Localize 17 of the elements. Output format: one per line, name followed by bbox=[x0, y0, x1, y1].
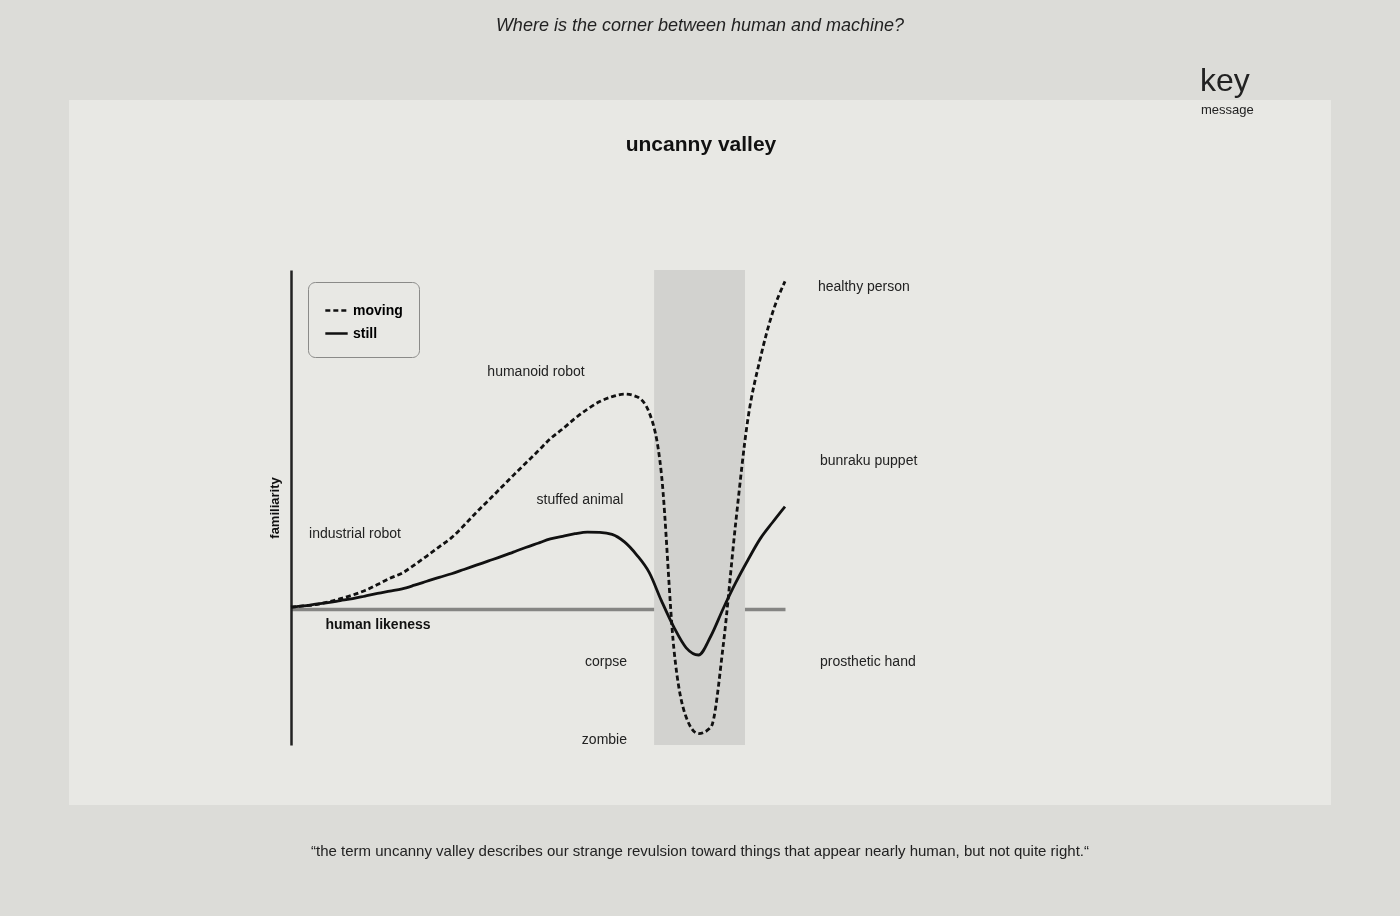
annotation: industrial robot bbox=[309, 525, 402, 541]
annotation: stuffed animal bbox=[536, 491, 624, 507]
annotation: corpse bbox=[584, 653, 628, 669]
text: “the term uncanny valley describes our strange revulsion toward things that appear nearly human, but not quite right.“ bbox=[310, 842, 1090, 859]
y-axis-title: familiarity bbox=[266, 476, 282, 539]
text: prosthetic hand bbox=[820, 653, 916, 669]
text: message bbox=[1201, 102, 1254, 117]
text: key bbox=[1200, 62, 1250, 99]
legend-label: still bbox=[353, 324, 378, 341]
text: healthy person bbox=[818, 278, 910, 294]
annotation: zombie bbox=[581, 731, 628, 747]
x-axis-title: human likeness bbox=[325, 615, 431, 632]
chart-title: uncanny valley bbox=[625, 132, 777, 155]
text: Where is the corner between human and machine? bbox=[494, 15, 906, 36]
text: bunraku puppet bbox=[820, 452, 918, 468]
annotation: humanoid robot bbox=[487, 363, 585, 379]
legend-label: moving bbox=[353, 301, 403, 318]
